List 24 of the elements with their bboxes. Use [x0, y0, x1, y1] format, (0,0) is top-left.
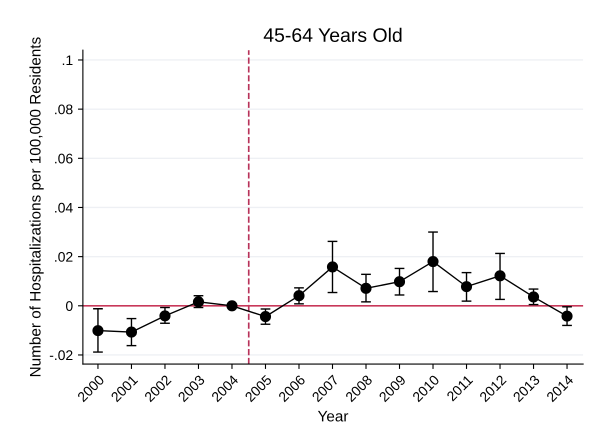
point [360, 282, 372, 294]
point [92, 325, 104, 336]
x-axis-title: Year [318, 410, 348, 422]
point [260, 311, 272, 322]
y-tick-label: .1 [62, 55, 72, 66]
point [293, 290, 305, 302]
point [394, 276, 406, 288]
y-axis-title: Number of Hospitalizations per 100,000 Residents [29, 37, 44, 376]
y-tick-label: .08 [55, 104, 73, 114]
point [226, 300, 238, 312]
y-tick-label: .04 [55, 202, 73, 213]
point [159, 310, 171, 322]
point [326, 261, 338, 273]
y-tick-label: 0 [66, 301, 73, 311]
point [126, 326, 138, 338]
chart-title: 45-64 Years Old [264, 28, 402, 42]
y-tick-label: .02 [55, 252, 72, 262]
point [528, 291, 540, 303]
point [494, 270, 506, 282]
y-tick-label: -.02 [50, 350, 72, 360]
point [561, 310, 573, 322]
point [460, 281, 472, 292]
y-tick-label: .06 [55, 154, 73, 164]
point [427, 256, 439, 268]
